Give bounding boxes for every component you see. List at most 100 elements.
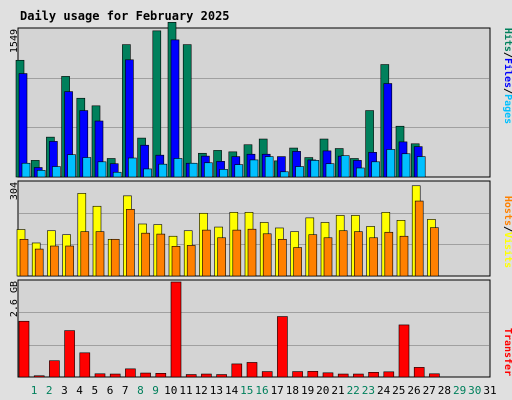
legend-hits-files-pages: Hits/Files/Pages xyxy=(502,28,512,124)
bar-hosts-day-23 xyxy=(354,231,363,277)
day-label-26: 26 xyxy=(407,384,420,397)
bar-pages-day-25 xyxy=(386,149,396,178)
bar-transfer-day-9 xyxy=(140,372,151,378)
bar-hosts-day-21 xyxy=(323,237,333,277)
bar-hosts-day-7 xyxy=(110,238,120,277)
day-label-5: 5 xyxy=(91,384,98,397)
bar-hosts-day-26 xyxy=(399,235,409,277)
bar-transfer-day-28 xyxy=(429,373,440,378)
bar-files-day-1 xyxy=(18,73,28,178)
bar-transfer-day-27 xyxy=(413,367,425,378)
bar-transfer-day-5 xyxy=(79,352,91,378)
bar-pages-day-16 xyxy=(249,159,259,178)
bar-transfer-day-13 xyxy=(201,373,212,378)
bar-transfer-day-21 xyxy=(322,372,334,378)
bar-pages-day-18 xyxy=(280,171,289,178)
bar-transfer-day-26 xyxy=(398,324,410,378)
legend-hits: Hits xyxy=(502,28,512,52)
bar-hosts-day-4 xyxy=(65,245,74,277)
day-label-19: 19 xyxy=(301,384,314,397)
bar-transfer-day-1 xyxy=(18,320,30,378)
bar-transfer-day-16 xyxy=(246,362,258,378)
day-label-23: 23 xyxy=(362,384,375,397)
day-label-22: 22 xyxy=(347,384,360,397)
chart-title: Daily usage for February 2025 xyxy=(20,9,230,23)
bar-hosts-day-12 xyxy=(186,245,196,277)
scale-label: 304 xyxy=(9,182,20,200)
day-label-10: 10 xyxy=(164,384,177,397)
bar-pages-day-10 xyxy=(158,163,168,178)
legend-separator: / xyxy=(502,226,512,232)
bar-pages-day-22 xyxy=(340,155,350,178)
bar-pages-day-5 xyxy=(82,157,92,178)
day-label-29: 29 xyxy=(453,384,466,397)
bar-transfer-day-7 xyxy=(109,373,121,378)
bar-hosts-day-16 xyxy=(247,228,257,277)
bar-hosts-day-6 xyxy=(95,231,105,277)
day-label-9: 9 xyxy=(152,384,159,397)
bar-transfer-day-24 xyxy=(368,372,379,378)
bar-pages-day-11 xyxy=(173,158,183,178)
day-label-15: 15 xyxy=(240,384,253,397)
bar-hosts-day-10 xyxy=(156,233,166,277)
day-label-8: 8 xyxy=(137,384,144,397)
bar-pages-day-8 xyxy=(128,157,137,178)
bar-hosts-day-5 xyxy=(80,231,90,277)
legend-hosts: Hosts xyxy=(502,196,512,226)
bar-hosts-day-1 xyxy=(19,238,29,277)
legend-files: Files xyxy=(502,58,512,88)
bar-files-day-11 xyxy=(170,39,180,178)
bar-transfer-day-22 xyxy=(337,373,349,378)
legend-pages: Pages xyxy=(502,94,512,124)
bar-pages-day-13 xyxy=(204,162,213,178)
bar-hosts-day-15 xyxy=(232,229,242,277)
bar-transfer-day-20 xyxy=(307,371,319,378)
bar-hits-day-12 xyxy=(182,44,192,178)
day-label-30: 30 xyxy=(468,384,481,397)
bar-hosts-day-28 xyxy=(430,227,439,277)
day-label-1: 1 xyxy=(31,384,38,397)
day-label-25: 25 xyxy=(392,384,405,397)
bar-pages-day-26 xyxy=(401,153,411,178)
bar-hosts-day-18 xyxy=(278,238,287,277)
day-label-2: 2 xyxy=(46,384,53,397)
bar-transfer-day-17 xyxy=(261,371,273,378)
day-label-3: 3 xyxy=(61,384,68,397)
bar-hosts-day-2 xyxy=(34,248,44,277)
bar-transfer-day-19 xyxy=(292,371,303,378)
legend-visits: Visits xyxy=(502,232,512,268)
bar-hosts-day-14 xyxy=(217,237,226,277)
panel-frame-3 xyxy=(17,279,491,378)
bar-transfer-day-18 xyxy=(277,316,288,378)
day-label-24: 24 xyxy=(377,384,391,397)
day-label-28: 28 xyxy=(438,384,451,397)
bar-transfer-day-12 xyxy=(185,374,197,378)
day-label-18: 18 xyxy=(286,384,299,397)
day-label-21: 21 xyxy=(331,384,344,397)
legend-transfer: Transfer xyxy=(502,328,512,376)
bar-pages-day-27 xyxy=(416,156,426,178)
day-label-27: 27 xyxy=(423,384,436,397)
bar-pages-day-2 xyxy=(36,170,46,178)
bar-hosts-day-17 xyxy=(262,233,272,277)
day-label-16: 16 xyxy=(255,384,268,397)
day-label-11: 11 xyxy=(179,384,192,397)
day-label-20: 20 xyxy=(316,384,329,397)
bar-pages-day-3 xyxy=(52,166,61,178)
day-label-31: 31 xyxy=(483,384,496,397)
scale-label: 2.6 GB xyxy=(9,281,20,317)
day-label-4: 4 xyxy=(76,384,83,397)
bar-hosts-day-11 xyxy=(171,246,181,277)
day-label-6: 6 xyxy=(107,384,114,397)
legend-hosts-visits: Hosts/Visits xyxy=(502,196,512,268)
bar-hosts-day-8 xyxy=(126,209,135,277)
bar-pages-day-9 xyxy=(143,168,152,178)
bar-hosts-day-9 xyxy=(141,232,150,277)
bar-pages-day-4 xyxy=(67,154,76,178)
bar-hosts-day-24 xyxy=(369,237,378,277)
day-label-17: 17 xyxy=(271,384,284,397)
bar-pages-day-19 xyxy=(295,166,304,178)
bar-pages-day-1 xyxy=(21,162,31,178)
bar-hosts-day-3 xyxy=(50,245,59,277)
bar-transfer-day-23 xyxy=(353,373,364,378)
